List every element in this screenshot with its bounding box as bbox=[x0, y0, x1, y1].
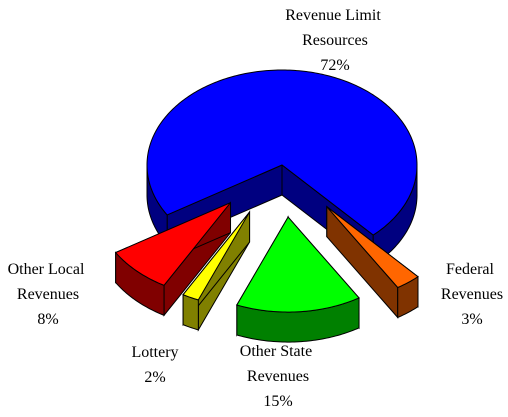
slice-value-label: 2% bbox=[144, 369, 165, 386]
slice-label-line: Other State bbox=[240, 343, 316, 360]
slice-label-line: Revenues bbox=[17, 286, 79, 303]
slice-value-label: 8% bbox=[37, 311, 58, 328]
slice-value-label: 3% bbox=[461, 311, 482, 328]
slice-label: Other Local Revenues bbox=[8, 261, 89, 303]
slice bbox=[182, 211, 250, 301]
slice bbox=[114, 202, 231, 286]
slice-label-line: Other Local bbox=[8, 261, 89, 278]
slice-side bbox=[182, 293, 199, 331]
slice-label: Lottery bbox=[131, 344, 178, 361]
slice-group bbox=[114, 201, 232, 317]
slice bbox=[326, 206, 419, 289]
slice bbox=[236, 216, 360, 313]
slice-value-label: 72% bbox=[320, 57, 349, 74]
slice-label: Federal Revenues bbox=[441, 261, 503, 303]
slice-label-line: Revenues bbox=[247, 368, 309, 385]
slice-group bbox=[326, 205, 419, 319]
slice-group bbox=[182, 210, 251, 332]
slice-label-line: Revenue Limit bbox=[285, 7, 385, 24]
slice-label-line: Lottery bbox=[131, 344, 178, 361]
slice-label-line: Federal bbox=[446, 261, 498, 278]
slice-value-label: 15% bbox=[263, 393, 292, 410]
slice-group bbox=[236, 215, 360, 343]
slice-label: Revenue Limit Resources bbox=[285, 7, 385, 49]
slice bbox=[146, 69, 418, 236]
slice-label: Other State Revenues bbox=[240, 343, 316, 385]
slice-label-line: Resources bbox=[302, 32, 368, 49]
slice-label-line: Revenues bbox=[441, 286, 503, 303]
